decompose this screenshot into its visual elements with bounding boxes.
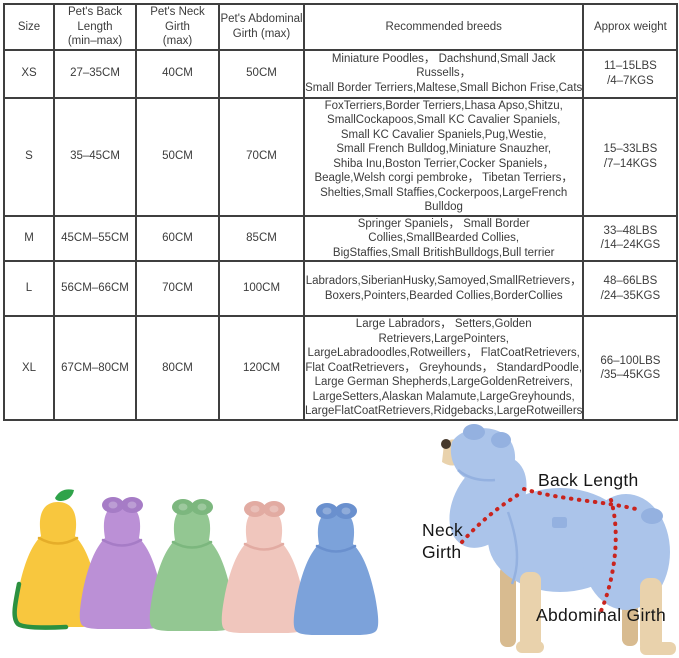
col-header-size: Size [3, 3, 55, 51]
blue-robe [293, 503, 379, 635]
hood-fold [457, 469, 496, 482]
table-row-s: S 35–45CM 50CM 70CM FoxTerriers,Border T… [3, 96, 679, 217]
col-header-neck-girth: Pet's Neck Girth (max) [135, 3, 220, 51]
col-header-abdominal-girth: Pet's Abdominal Girth (max) [218, 3, 305, 51]
back-length-cell: 67CM–80CM [53, 315, 137, 421]
neck-girth-cell: 80CM [135, 315, 220, 421]
back-length-cell: 45CM–55CM [53, 214, 137, 262]
table-row-m: M 45CM–55CM 60CM 85CM Springer Spaniels，… [3, 214, 679, 262]
col-header-breeds: Recommended breeds [302, 3, 585, 51]
breeds-cell: Labradors,SiberianHusky,Samoyed,SmallRet… [302, 260, 585, 317]
robes-product-photo [12, 489, 379, 635]
col-header-back-length: Pet's Back Length (min–max) [53, 3, 137, 51]
back-length-line [522, 487, 642, 512]
pink-robe [221, 501, 307, 633]
abdominal-girth-cell: 120CM [218, 315, 305, 421]
dog-robe [449, 456, 670, 610]
table-row-xs: XS 27–35CM 40CM 50CM Miniature Poodles， … [3, 48, 679, 99]
weight-cell: 11–15LBS /4–7KGS [582, 48, 679, 99]
robe-fold [506, 511, 519, 585]
abdominal-girth-cell: 100CM [218, 260, 305, 317]
dog-head-hood [441, 424, 516, 484]
neck-girth-cell: 60CM [135, 214, 220, 262]
size-chart-table: Size Pet's Back Length (min–max) Pet's N… [3, 3, 679, 421]
abdominal-girth-cell: 70CM [218, 96, 305, 217]
weight-cell: 66–100LBS /35–45KGS [582, 315, 679, 421]
table-row-l: L 56CM–66CM 70CM 100CM Labradors,Siberia… [3, 260, 679, 317]
dog-tail [641, 508, 663, 524]
neck-girth-line [460, 491, 523, 544]
header-row: Size Pet's Back Length (min–max) Pet's N… [3, 3, 679, 51]
dog-rear-paw [640, 642, 676, 655]
yellow-robe [12, 489, 101, 630]
abdominal-girth-cell: 50CM [218, 48, 305, 99]
dog-nose [441, 439, 451, 449]
leaf-icon [55, 489, 74, 501]
dog-measurement-diagram: Back Length Neck Girth Abdominal Girth [400, 420, 679, 658]
table-row-xl: XL 67CM–80CM 80CM 120CM Large Labradors，… [3, 315, 679, 421]
breeds-cell: Springer Spaniels， Small Border Collies,… [302, 214, 585, 262]
green-trim [12, 581, 69, 630]
hood-ear [463, 424, 485, 440]
back-length-cell: 56CM–66CM [53, 260, 137, 317]
green-robe [149, 499, 235, 631]
weight-cell: 48–66LBS /24–35KGS [582, 260, 679, 317]
dog-front-far-leg [500, 565, 516, 647]
breeds-cell: Large Labradors， Setters,Golden Retrieve… [302, 315, 585, 421]
dog-legs [516, 572, 676, 655]
robe-buckle [552, 517, 567, 528]
abdominal-girth-cell: 85CM [218, 214, 305, 262]
neck-girth-cell: 70CM [135, 260, 220, 317]
neck-girth-label: Neck Girth [422, 520, 464, 562]
back-length-cell: 35–45CM [53, 96, 137, 217]
size-cell: L [3, 260, 55, 317]
breeds-cell: FoxTerriers,Border Terriers,Lhasa Apso,S… [302, 96, 585, 217]
size-cell: M [3, 214, 55, 262]
back-length-cell: 27–35CM [53, 48, 137, 99]
abdominal-girth-label: Abdominal Girth [536, 605, 666, 625]
neck-girth-cell: 50CM [135, 96, 220, 217]
hood-ear [491, 432, 511, 448]
abdominal-girth-line [599, 498, 618, 613]
breeds-cell: Miniature Poodles， Dachshund,Small Jack … [302, 48, 585, 99]
size-cell: S [3, 96, 55, 217]
weight-cell: 15–33LBS /7–14KGS [582, 96, 679, 217]
weight-cell: 33–48LBS /14–24KGS [582, 214, 679, 262]
size-cell: XS [3, 48, 55, 99]
dog-illustration [441, 424, 676, 655]
size-cell: XL [3, 315, 55, 421]
neck-girth-cell: 40CM [135, 48, 220, 99]
measurement-lines [460, 487, 642, 613]
col-header-weight: Approx weight [582, 3, 679, 51]
back-length-label: Back Length [538, 470, 639, 490]
dog-front-paw [516, 641, 544, 653]
